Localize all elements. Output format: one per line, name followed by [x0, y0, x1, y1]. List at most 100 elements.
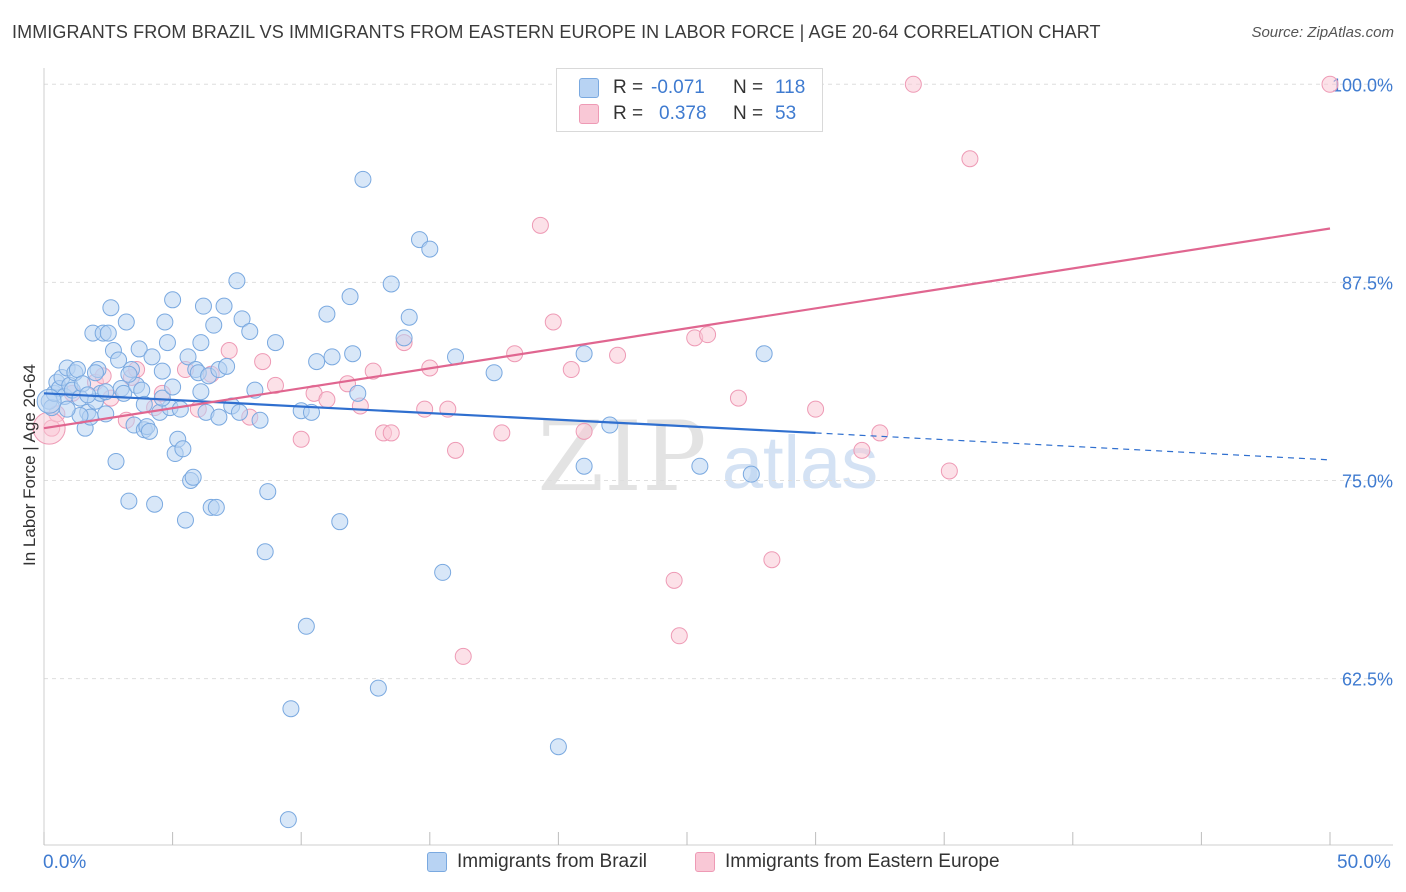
point-brazil [107, 452, 125, 470]
point-brazil [230, 403, 248, 421]
bottom-legend-brazil: Immigrants from Brazil [427, 851, 647, 873]
point-eastern-europe [961, 150, 979, 168]
point-brazil [241, 323, 259, 341]
bottom-legend-label-brazil: Immigrants from Brazil [457, 851, 648, 872]
y-tick-label: 87.5% [1342, 273, 1393, 293]
point-eastern-europe [544, 313, 562, 331]
point-brazil [318, 305, 336, 323]
point-brazil [601, 416, 619, 434]
point-brazil [158, 334, 176, 352]
grid-lines [44, 83, 1393, 680]
point-brazil [99, 324, 117, 342]
point-eastern-europe [447, 441, 465, 459]
point-brazil [344, 345, 362, 363]
point-brazil [279, 811, 297, 829]
point-brazil [133, 381, 151, 399]
point-brazil [102, 299, 120, 317]
point-brazil [164, 378, 182, 396]
point-eastern-europe [220, 342, 238, 360]
y-tick-label: 75.0% [1342, 471, 1393, 491]
point-brazil [282, 700, 300, 718]
point-brazil [742, 465, 760, 483]
point-brazil [179, 348, 197, 366]
legend-r-value: 0.378 [659, 103, 707, 124]
point-brazil [210, 408, 228, 426]
x-tick-label-max: 50.0% [1337, 852, 1391, 873]
point-brazil [256, 543, 274, 561]
point-eastern-europe [871, 424, 889, 442]
correlation-legend: R = -0.071 N = 118 R = 0.378 N = 53 [556, 68, 823, 132]
point-eastern-europe [670, 627, 688, 645]
point-brazil [86, 364, 104, 382]
bottom-legend-swatch-brazil [427, 852, 447, 872]
point-brazil [120, 492, 138, 510]
point-eastern-europe [853, 441, 871, 459]
point-brazil [575, 457, 593, 475]
point-eastern-europe [940, 462, 958, 480]
y-tick-labels: 62.5% 75.0% 87.5% 100.0% [1332, 75, 1393, 689]
point-eastern-europe [454, 647, 472, 665]
point-brazil [228, 272, 246, 290]
point-brazil [354, 170, 372, 188]
legend-n-label: N = [733, 77, 764, 98]
point-brazil [192, 383, 210, 401]
point-eastern-europe [665, 571, 683, 589]
point-brazil [297, 617, 315, 635]
series-brazil [36, 170, 773, 829]
point-eastern-europe [416, 400, 434, 418]
point-brazil [58, 400, 76, 418]
point-brazil [434, 563, 452, 581]
point-brazil [110, 351, 128, 369]
point-brazil [755, 345, 773, 363]
point-brazil [156, 313, 174, 331]
point-brazil [140, 422, 158, 440]
point-eastern-europe [562, 361, 580, 379]
point-eastern-europe [699, 326, 717, 344]
x-tick-label-min: 0.0% [43, 852, 87, 873]
point-brazil [251, 411, 269, 429]
point-brazil [331, 513, 349, 531]
point-eastern-europe [382, 424, 400, 442]
point-brazil [395, 329, 413, 347]
point-eastern-europe [904, 75, 922, 93]
point-eastern-europe [729, 389, 747, 407]
point-eastern-europe [763, 551, 781, 569]
point-brazil [691, 457, 709, 475]
legend-row-eastern-europe: R = 0.378 N = 53 [579, 102, 796, 126]
legend-r-label: R = [613, 77, 644, 98]
bottom-legend-label-eastern-europe: Immigrants from Eastern Europe [725, 851, 1000, 872]
point-brazil [205, 316, 223, 334]
point-brazil [192, 334, 210, 352]
point-brazil [207, 498, 225, 516]
legend-row-brazil: R = -0.071 N = 118 [579, 76, 805, 100]
trend-line-eastern-europe [43, 227, 1331, 430]
trend-lines [43, 227, 1331, 461]
legend-n-label: N = [733, 103, 764, 124]
trend-line-brazil-extension [815, 432, 1331, 461]
point-brazil [549, 738, 567, 756]
point-brazil [68, 361, 86, 379]
bottom-legend-swatch-eastern-europe [695, 852, 715, 872]
point-brazil [143, 348, 161, 366]
y-tick-label: 100.0% [1332, 75, 1393, 95]
point-brazil [194, 297, 212, 315]
point-brazil [349, 384, 367, 402]
y-axis-title: In Labor Force | Age 20-64 [20, 364, 39, 566]
point-eastern-europe [364, 362, 382, 380]
point-brazil [341, 288, 359, 306]
source-credit: Source: ZipAtlas.com [1251, 24, 1394, 41]
point-eastern-europe [318, 391, 336, 409]
point-eastern-europe [292, 430, 310, 448]
point-brazil [120, 365, 138, 383]
bottom-legend-eastern-europe: Immigrants from Eastern Europe [695, 851, 1000, 873]
point-eastern-europe [493, 424, 511, 442]
legend-r-label: R = [613, 103, 644, 124]
point-eastern-europe [266, 376, 284, 394]
legend-n-value: 53 [775, 103, 797, 124]
legend-n-value: 118 [775, 77, 806, 98]
bottom-legend: Immigrants from Brazil Immigrants from E… [0, 851, 1406, 877]
point-brazil [174, 440, 192, 458]
point-eastern-europe [609, 346, 627, 364]
trend-line-brazil [43, 392, 816, 435]
point-brazil [575, 345, 593, 363]
